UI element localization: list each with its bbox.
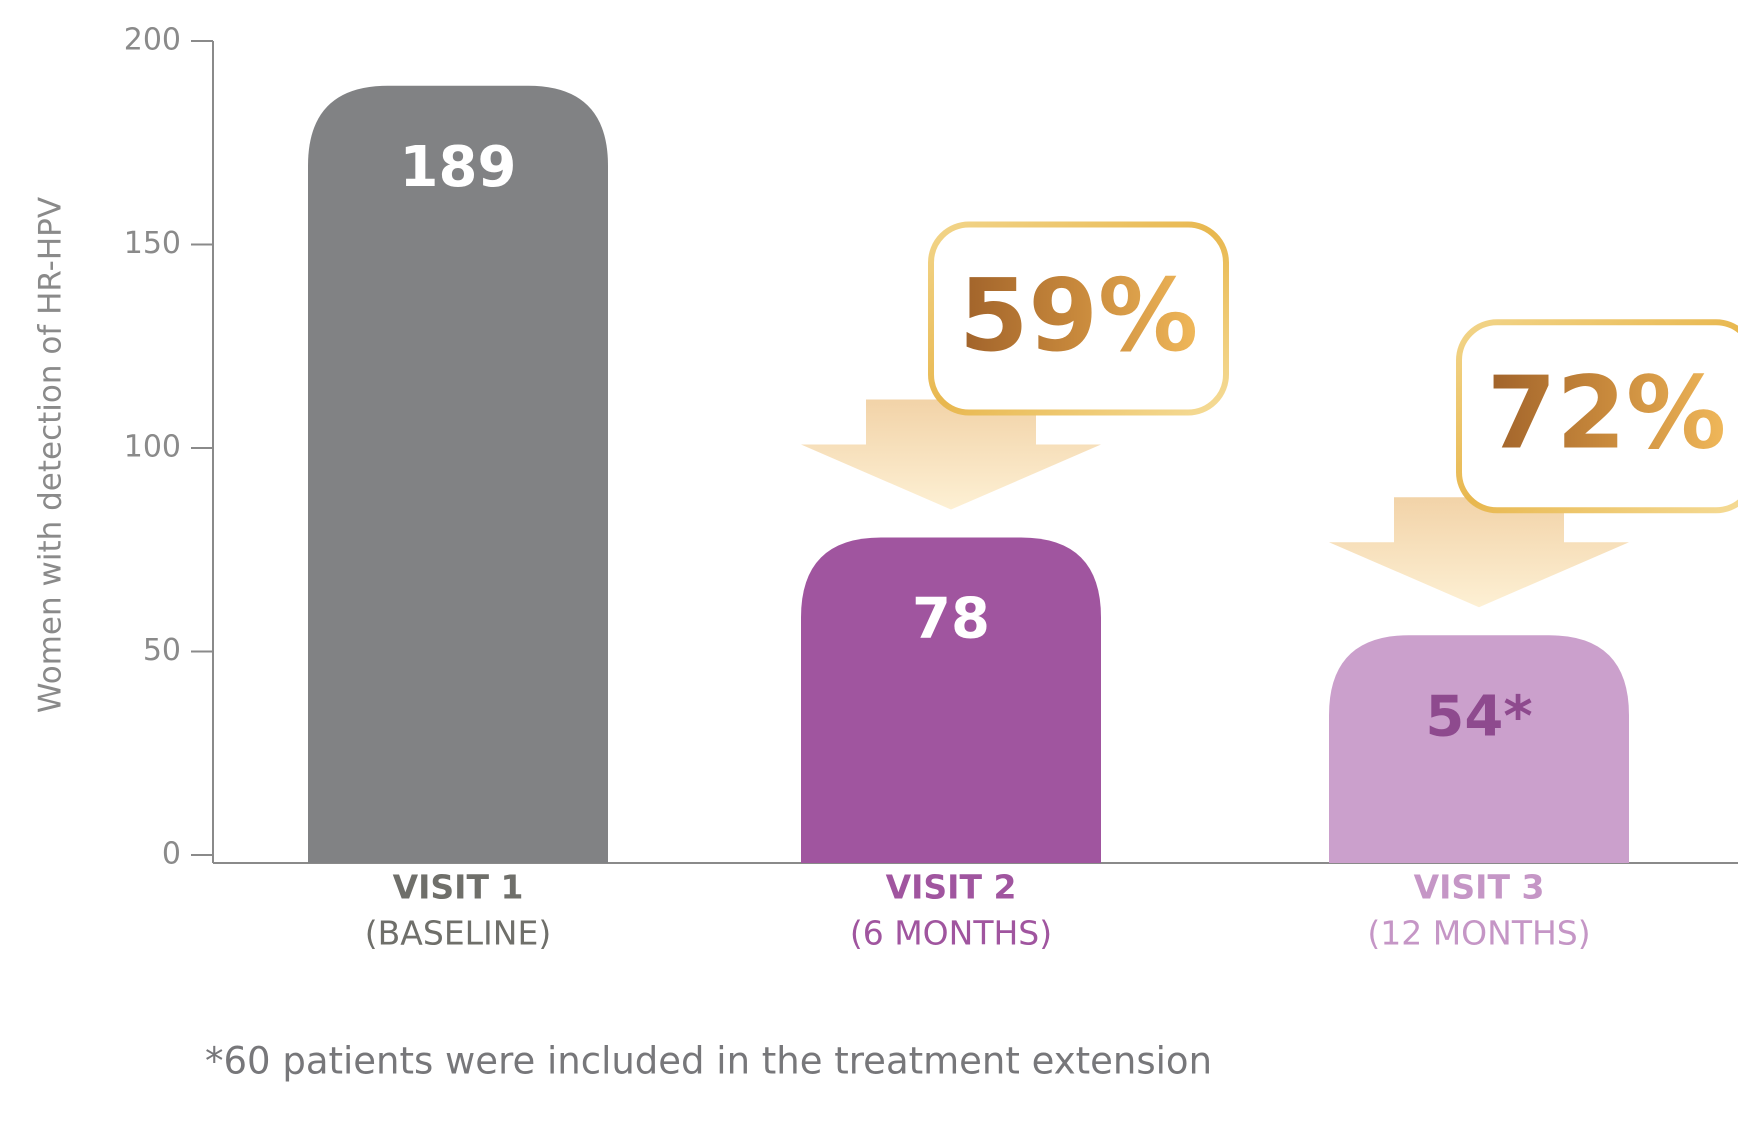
bar bbox=[801, 537, 1101, 863]
annotation-box bbox=[1456, 319, 1738, 514]
x-tick-sublabel: (12 MONTHS) bbox=[1367, 914, 1590, 953]
x-tick-sublabel: (BASELINE) bbox=[365, 914, 551, 953]
annotation-box bbox=[928, 221, 1229, 416]
value-label: 78 bbox=[912, 587, 990, 652]
reduction-arrow bbox=[801, 399, 1101, 510]
y-tick-label: 100 bbox=[124, 430, 181, 465]
value-label: 189 bbox=[400, 135, 517, 200]
y-tick-label: 0 bbox=[162, 837, 181, 872]
x-tick-label: VISIT 2 bbox=[886, 868, 1017, 907]
value-label: 54* bbox=[1425, 684, 1532, 749]
annotation: 72% bbox=[1487, 355, 1726, 472]
annotation: 59% bbox=[959, 257, 1198, 374]
y-tick-label: 150 bbox=[124, 226, 181, 261]
y-tick-label: 50 bbox=[143, 633, 181, 668]
bar bbox=[1329, 635, 1629, 863]
footnote: *60 patients were included in the treatm… bbox=[205, 1040, 1212, 1083]
bar bbox=[308, 85, 608, 863]
x-tick-label: VISIT 3 bbox=[1414, 868, 1545, 907]
reduction-arrow bbox=[1329, 497, 1629, 608]
y-axis-label: Women with detection of HR-HPV bbox=[33, 197, 69, 713]
x-tick-label: VISIT 1 bbox=[393, 868, 524, 907]
x-tick-sublabel: (6 MONTHS) bbox=[850, 914, 1052, 953]
y-tick-label: 200 bbox=[124, 23, 181, 58]
